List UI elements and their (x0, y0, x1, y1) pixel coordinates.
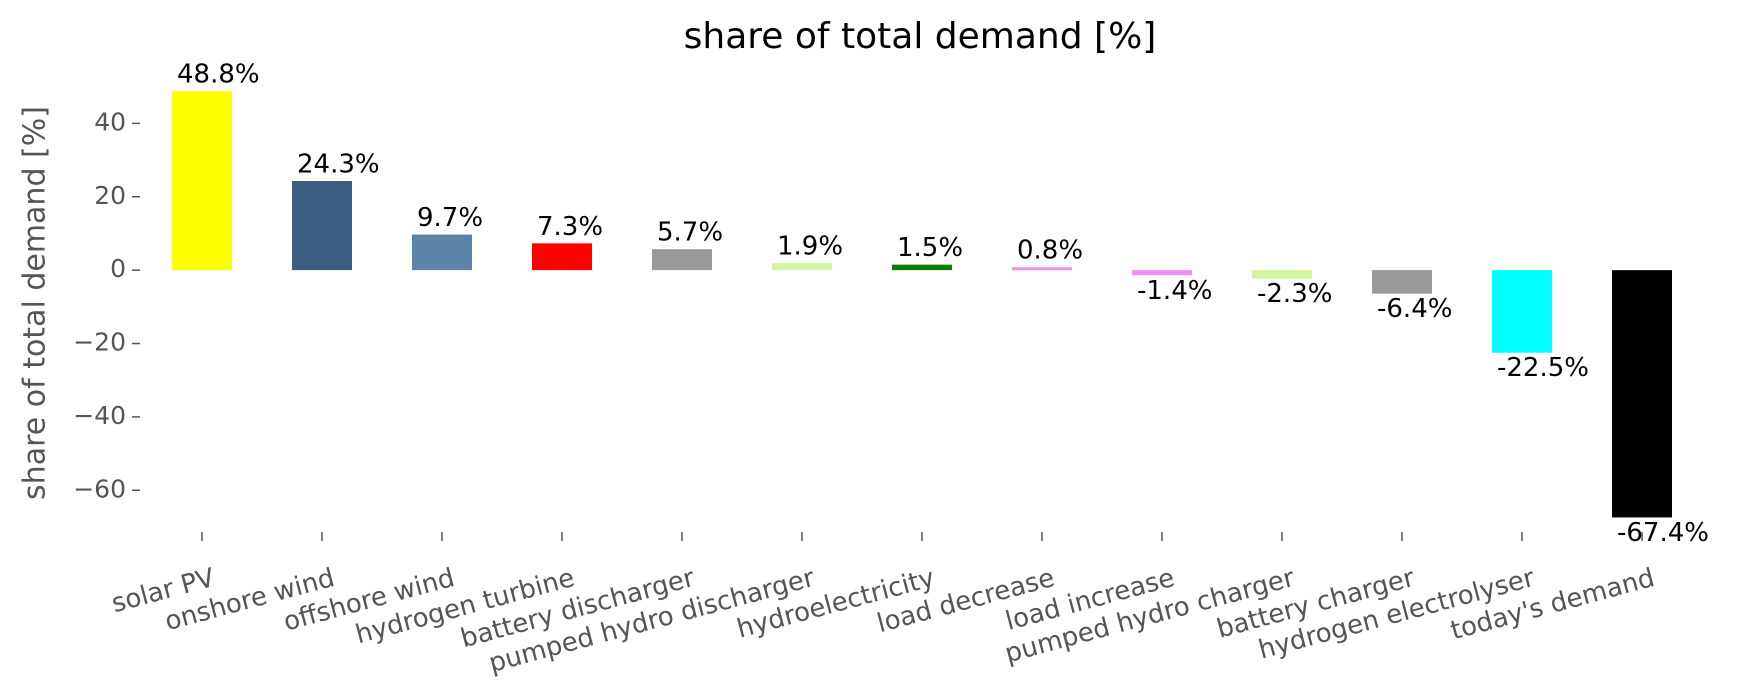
bar (172, 91, 232, 271)
bar (1252, 270, 1312, 279)
chart-title: share of total demand [%] (684, 16, 1157, 57)
y-axis-label: share of total demand [%] (18, 106, 53, 500)
y-tick-label: 40 (94, 107, 126, 136)
bar (772, 263, 832, 271)
bar (1372, 270, 1432, 294)
value-label: 48.8% (177, 60, 260, 90)
value-label: -1.4% (1137, 276, 1212, 306)
bar (652, 249, 712, 271)
value-label: -22.5% (1497, 353, 1589, 383)
value-label: 1.9% (777, 232, 843, 262)
y-tick-label: −40 (73, 401, 126, 430)
value-label: -2.3% (1257, 279, 1332, 309)
bar (892, 264, 952, 271)
bar (1132, 270, 1192, 276)
value-label: 24.3% (297, 149, 380, 179)
bar (1012, 267, 1072, 271)
bar (1612, 270, 1672, 518)
y-tick-label: −20 (73, 328, 126, 357)
value-label: -67.4% (1617, 518, 1709, 548)
value-label: -6.4% (1377, 294, 1452, 324)
bar (1492, 270, 1552, 353)
value-label: 7.3% (537, 212, 603, 242)
value-label: 0.8% (1017, 236, 1083, 266)
bar (292, 180, 352, 271)
value-label: 9.7% (417, 203, 483, 233)
y-tick-label: −60 (73, 474, 126, 503)
value-label: 1.5% (897, 233, 963, 263)
y-tick-label: 0 (110, 254, 126, 283)
value-label: 5.7% (657, 218, 723, 248)
bar (412, 234, 472, 271)
y-tick-label: 20 (94, 181, 126, 210)
bar (532, 243, 592, 271)
